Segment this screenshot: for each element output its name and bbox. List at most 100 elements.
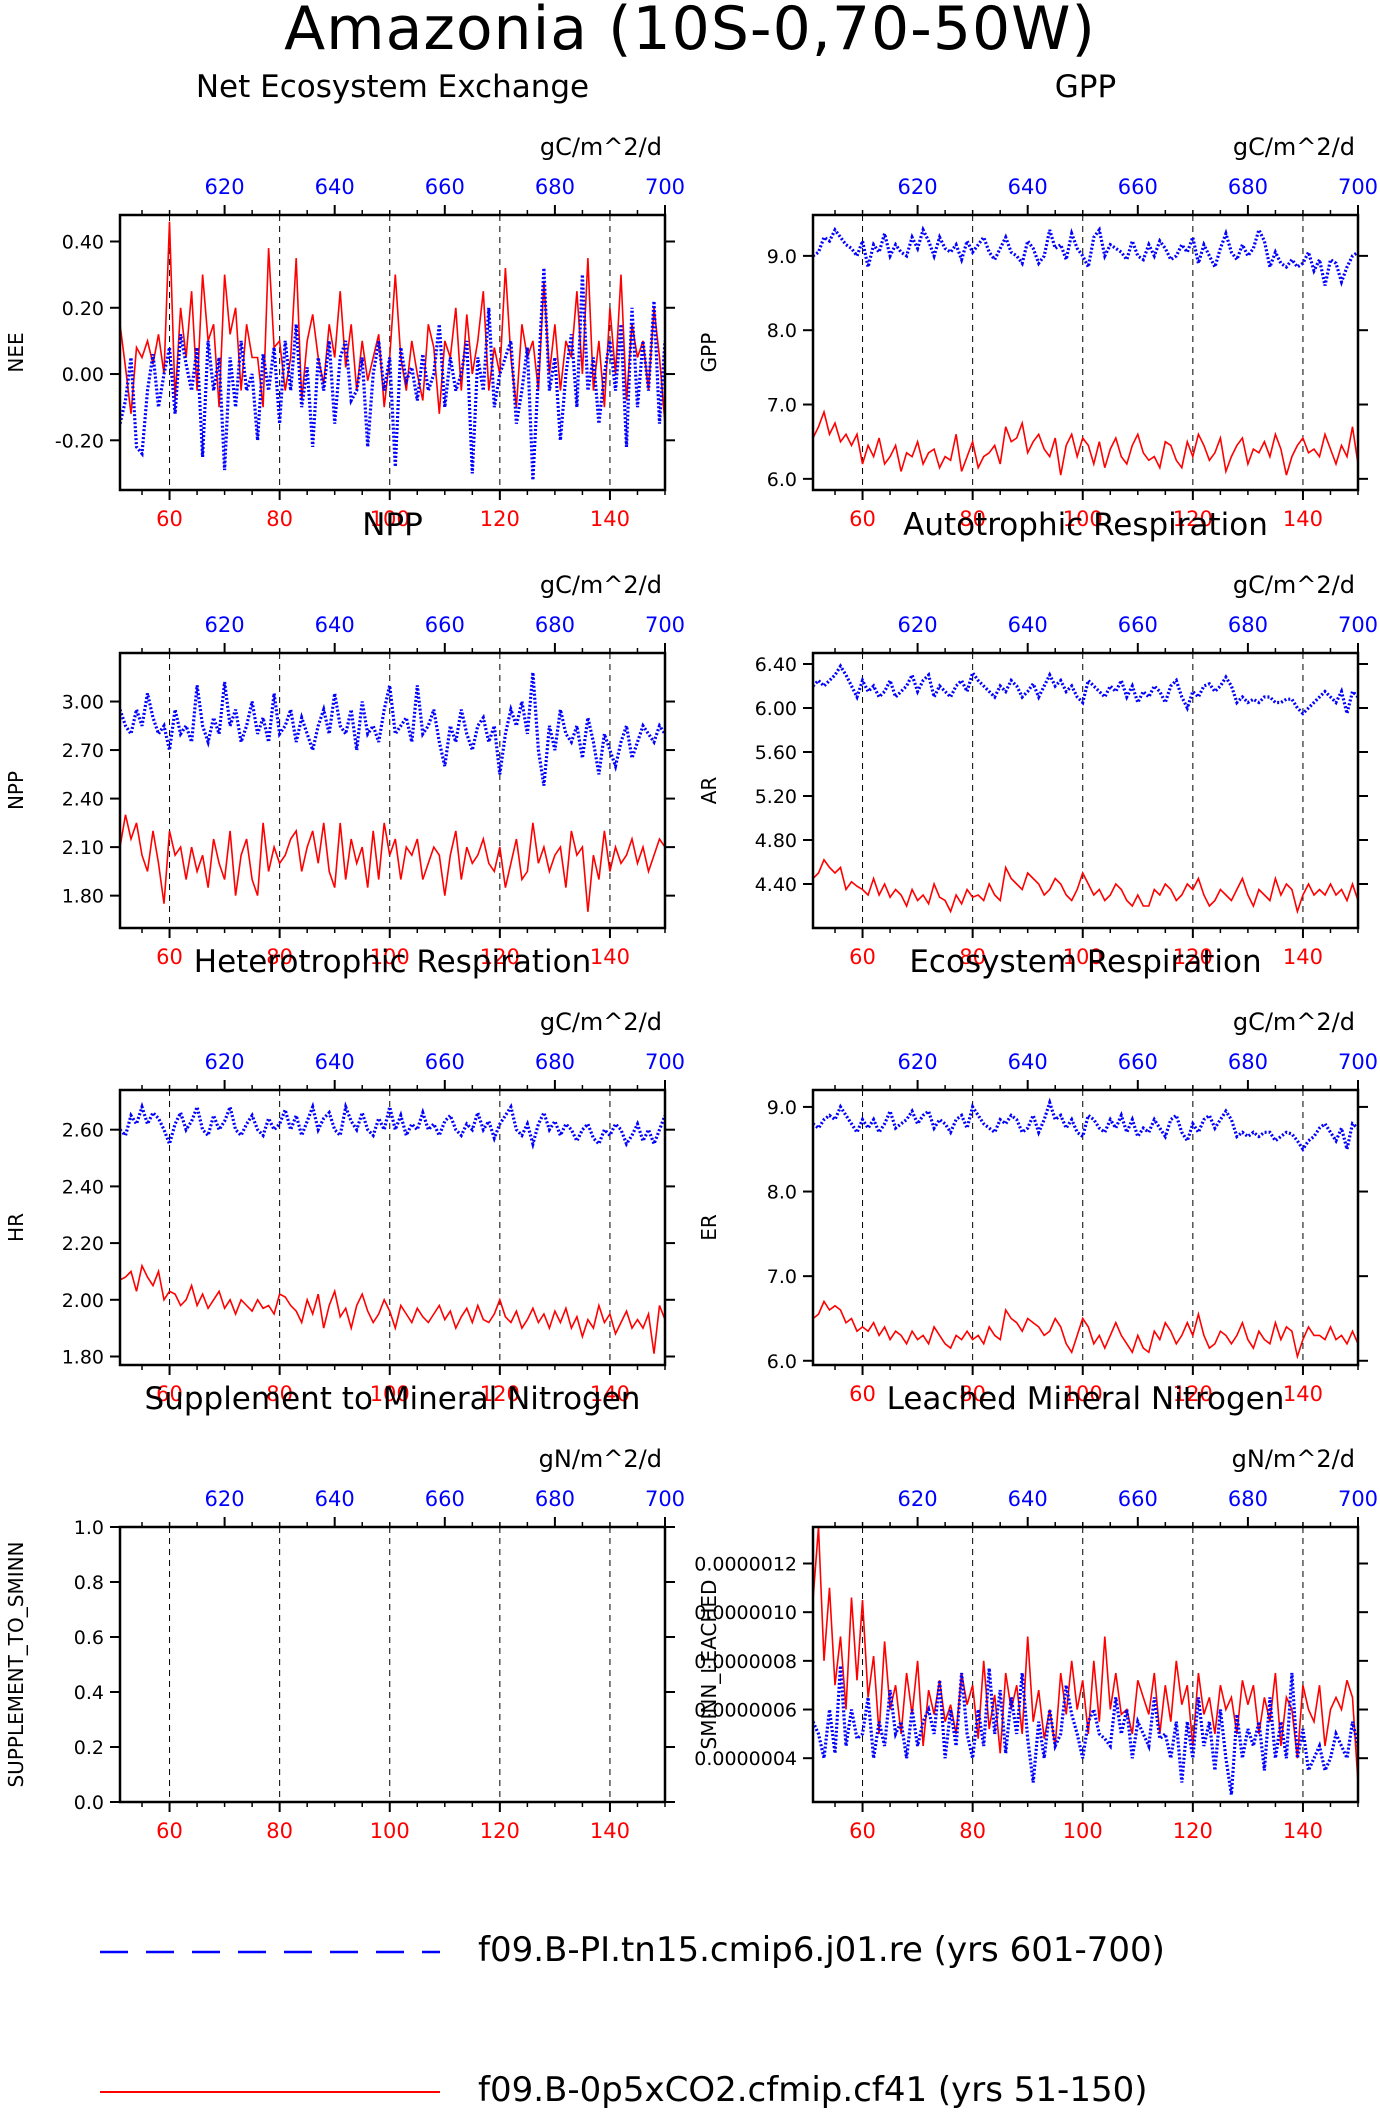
x-tick-label-top: 620 — [205, 613, 245, 637]
y-tick-label: 0.0000010 — [694, 1602, 797, 1624]
x-tick-label-bottom: 60 — [156, 945, 183, 969]
y-tick-label: 0.0000012 — [694, 1554, 797, 1576]
series-line-experiment — [120, 814, 665, 912]
x-tick-label-top: 660 — [425, 1487, 465, 1511]
y-tick-label: 5.60 — [755, 742, 797, 764]
x-tick-label-bottom: 100 — [1063, 1382, 1103, 1406]
legend-label-experiment: f09.B-0p5xCO2.cfmip.cf41 (yrs 51-150) — [478, 2070, 1148, 2110]
legend-item-experiment: f09.B-0p5xCO2.cfmip.cf41 (yrs 51-150) — [0, 2070, 1380, 2110]
y-tick-label: 7.0 — [767, 395, 797, 417]
y-tick-label: 2.60 — [62, 1120, 104, 1142]
x-tick-label-bottom: 140 — [1283, 945, 1323, 969]
x-tick-label-top: 700 — [645, 1050, 685, 1074]
series-line-control — [813, 1097, 1358, 1153]
plot-frame — [811, 1525, 1360, 1804]
x-tick-label-top: 660 — [1118, 1050, 1158, 1074]
x-tick-label-bottom: 80 — [959, 1819, 986, 1843]
series-line-experiment — [813, 1299, 1358, 1360]
y-tick-label: 1.0 — [74, 1517, 104, 1539]
x-tick-label-bottom: 80 — [266, 945, 293, 969]
y-tick-label: 6.0 — [767, 469, 797, 491]
x-tick-label-top: 660 — [425, 175, 465, 199]
legend-item-control: f09.B-PI.tn15.cmip6.j01.re (yrs 601-700) — [0, 1930, 1380, 1970]
series-line-experiment — [813, 409, 1358, 476]
x-tick-label-bottom: 120 — [480, 507, 520, 531]
plot-frame — [118, 1525, 667, 1804]
legend-line-experiment — [100, 2091, 440, 2093]
x-tick-label-top: 700 — [645, 175, 685, 199]
x-tick-label-bottom: 100 — [370, 507, 410, 531]
y-tick-label: 4.80 — [755, 830, 797, 852]
plot-frame — [118, 1088, 667, 1367]
y-tick-label: 7.0 — [767, 1266, 797, 1288]
x-tick-label-top: 680 — [535, 1487, 575, 1511]
y-tick-label: 0.2 — [74, 1737, 104, 1759]
panel-title-npp: NPP — [362, 507, 423, 543]
x-tick-label-bottom: 140 — [1283, 1382, 1323, 1406]
x-tick-label-bottom: 80 — [959, 1382, 986, 1406]
plot-frame — [118, 651, 667, 930]
x-tick-label-top: 620 — [898, 175, 938, 199]
x-tick-label-top: 700 — [1338, 175, 1378, 199]
y-tick-label: 1.80 — [62, 886, 104, 908]
panel-leached-mineral-nitrogen: Leached Mineral Nitrogen gN/m^2/d SMINN_LE… — [694, 1381, 1378, 1843]
x-tick-label-top: 700 — [1338, 1050, 1378, 1074]
x-tick-label-bottom: 60 — [156, 1382, 183, 1406]
panel-heterotrophic-respiration: Heterotrophic Respiration gC/m^2/d HR 60 80 1… — [4, 944, 685, 1406]
x-tick-label-bottom: 140 — [1283, 507, 1323, 531]
units-label-ecosystem-respiration: gC/m^2/d — [1233, 1008, 1355, 1036]
units-label-autotrophic-respiration: gC/m^2/d — [1233, 571, 1355, 599]
x-tick-label-top: 620 — [898, 1487, 938, 1511]
y-tick-label: 2.20 — [62, 1233, 104, 1255]
x-tick-label-top: 640 — [315, 1487, 355, 1511]
y-tick-label: 0.0000004 — [694, 1748, 797, 1770]
x-tick-label-top: 680 — [1228, 175, 1268, 199]
y-tick-label: 0.4 — [74, 1682, 104, 1704]
x-tick-label-top: 660 — [1118, 1487, 1158, 1511]
x-tick-label-bottom: 120 — [480, 1819, 520, 1843]
units-label-net-ecosystem-exchange: gC/m^2/d — [540, 133, 662, 161]
y-tick-label: 2.40 — [62, 1176, 104, 1198]
panel-title-autotrophic-respiration: Autotrophic Respiration — [903, 507, 1268, 543]
y-tick-label: 0.20 — [62, 298, 104, 320]
x-tick-label-top: 700 — [645, 1487, 685, 1511]
x-tick-label-top: 680 — [1228, 613, 1268, 637]
x-tick-label-bottom: 120 — [480, 945, 520, 969]
x-tick-label-top: 640 — [1008, 175, 1048, 199]
y-tick-label: 6.0 — [767, 1351, 797, 1373]
y-tick-label: -0.20 — [55, 430, 104, 452]
y-tick-label: 9.0 — [767, 1097, 797, 1119]
x-tick-label-bottom: 140 — [590, 507, 630, 531]
y-tick-label: 6.40 — [755, 654, 797, 676]
y-tick-label: 0.8 — [74, 1572, 104, 1594]
series-line-experiment — [120, 221, 665, 424]
y-tick-label: 0.40 — [62, 232, 104, 254]
x-tick-label-top: 660 — [1118, 613, 1158, 637]
y-tick-label: 5.20 — [755, 786, 797, 808]
panel-title-net-ecosystem-exchange: Net Ecosystem Exchange — [196, 69, 589, 105]
y-tick-label: 0.00 — [62, 364, 104, 386]
y-axis-label-supplement-to-mineral-nitrogen: SUPPLEMENT_TO_SMINN — [4, 1541, 28, 1787]
x-tick-label-top: 680 — [535, 1050, 575, 1074]
x-tick-label-top: 620 — [205, 1487, 245, 1511]
y-axis-label-ecosystem-respiration: ER — [697, 1214, 721, 1241]
x-tick-label-bottom: 80 — [959, 945, 986, 969]
y-axis-label-leached-mineral-nitrogen: SMINN_LEACHED — [697, 1580, 721, 1750]
y-tick-label: 0.0000008 — [694, 1651, 797, 1673]
panel-net-ecosystem-exchange: Net Ecosystem Exchange gC/m^2/d NEE 60 80 100… — [4, 69, 685, 531]
x-tick-label-bottom: 80 — [266, 507, 293, 531]
x-tick-label-top: 680 — [535, 613, 575, 637]
x-tick-label-bottom: 120 — [1173, 1819, 1213, 1843]
plot-frame — [811, 1088, 1360, 1367]
units-label-heterotrophic-respiration: gC/m^2/d — [540, 1008, 662, 1036]
x-tick-label-bottom: 100 — [1063, 945, 1103, 969]
series-line-experiment — [120, 1263, 665, 1354]
x-tick-label-top: 620 — [205, 175, 245, 199]
x-tick-label-top: 620 — [205, 1050, 245, 1074]
x-tick-label-top: 700 — [645, 613, 685, 637]
x-tick-label-top: 660 — [1118, 175, 1158, 199]
x-tick-label-bottom: 80 — [266, 1819, 293, 1843]
panel-ecosystem-respiration: Ecosystem Respiration gC/m^2/d ER 60 80 100 12… — [697, 944, 1378, 1406]
y-tick-label: 2.40 — [62, 789, 104, 811]
x-tick-label-top: 640 — [315, 613, 355, 637]
